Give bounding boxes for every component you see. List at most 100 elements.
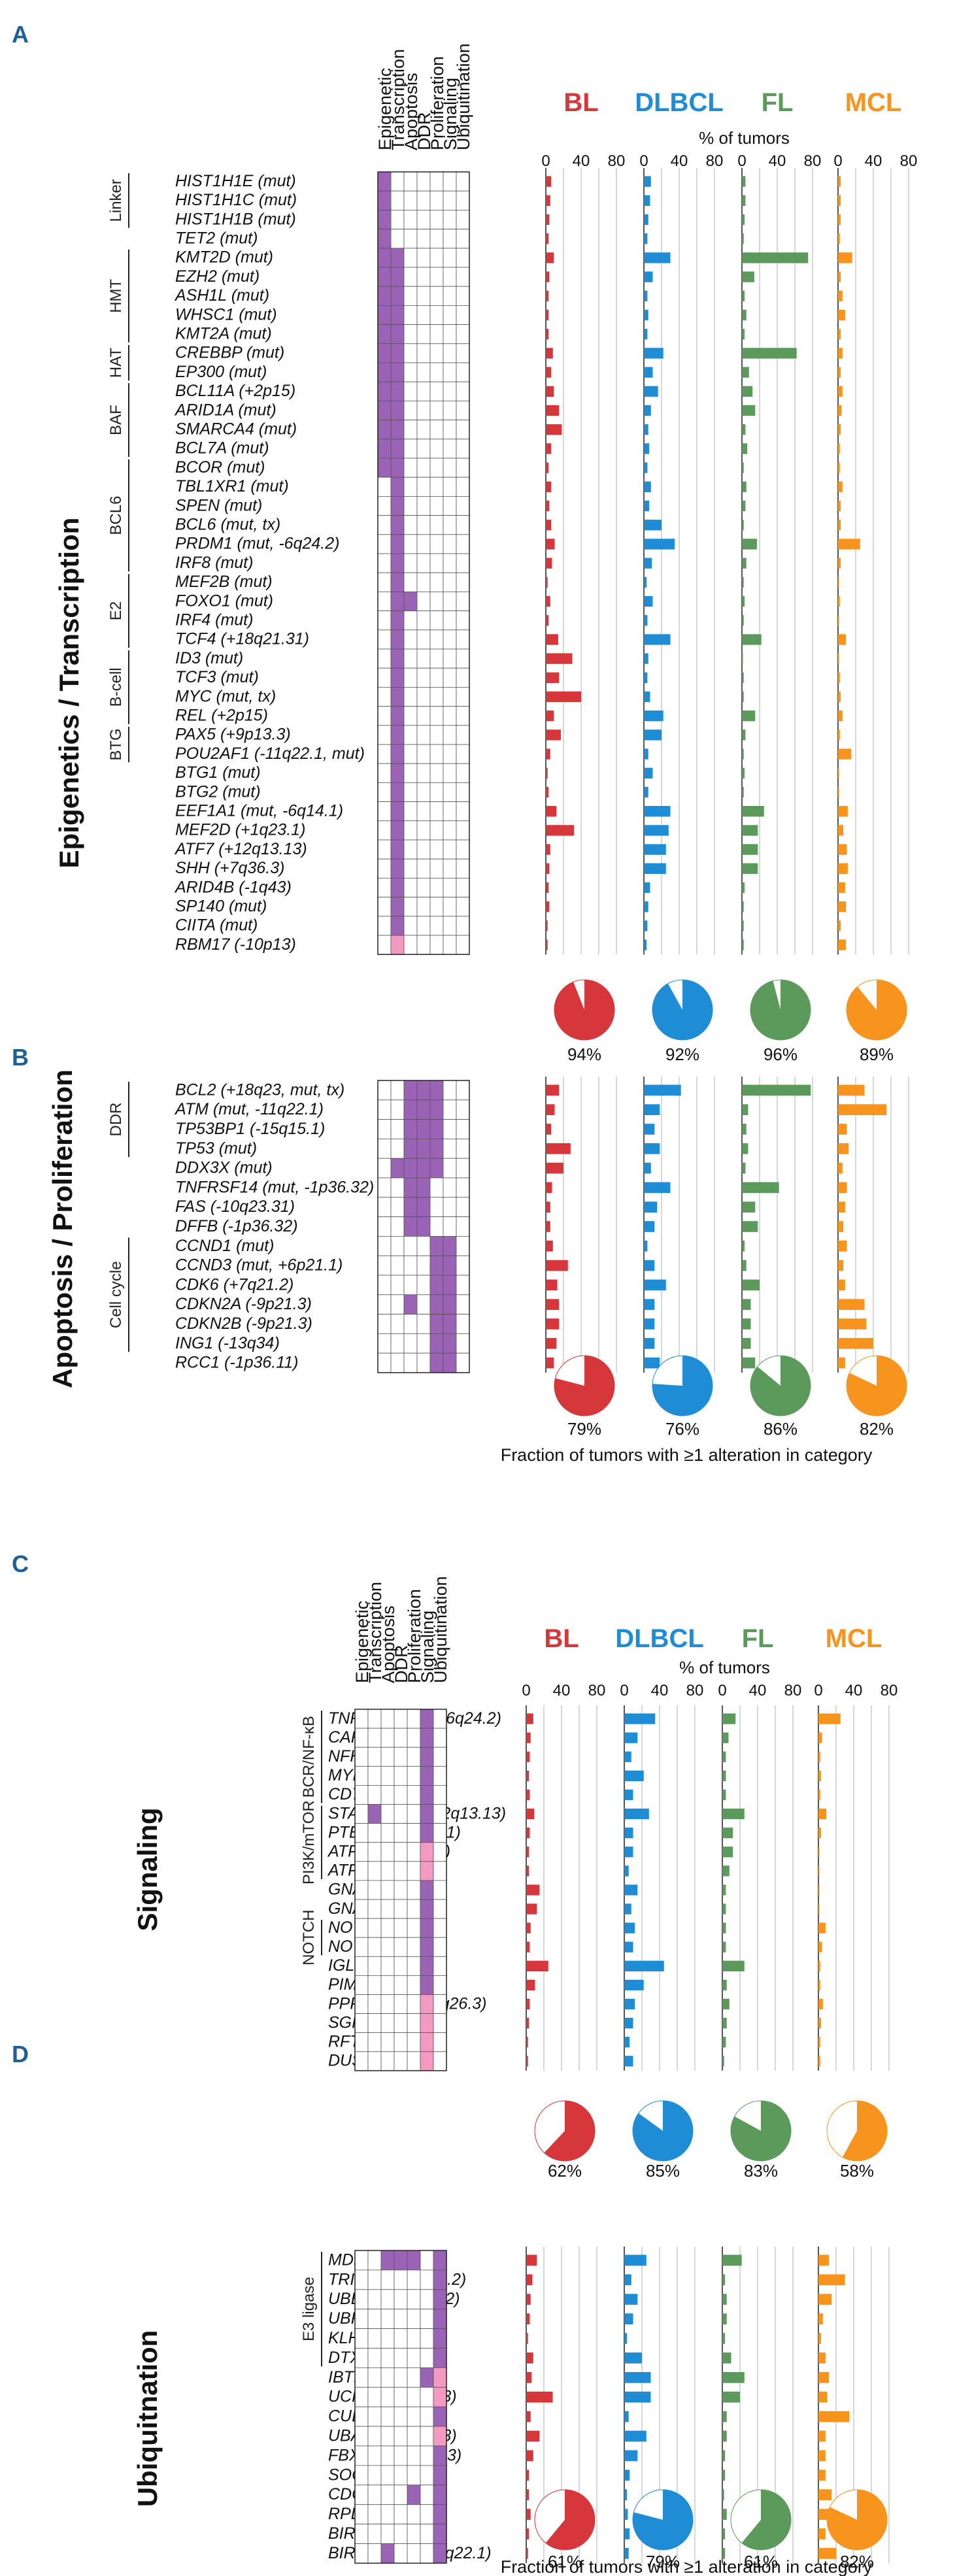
matrix-cell — [443, 401, 457, 421]
matrix-cell — [433, 2032, 447, 2052]
matrix-cell — [456, 839, 470, 860]
matrix-cell — [429, 648, 444, 669]
matrix-cell — [367, 2386, 382, 2407]
bar-BL — [546, 577, 548, 588]
matrix-cell — [367, 2348, 382, 2368]
matrix-cell — [416, 611, 431, 631]
matrix-cell — [403, 267, 418, 287]
matrix-cell — [443, 763, 457, 783]
matrix-cell — [443, 286, 457, 306]
matrix-cell — [403, 1139, 418, 1159]
matrix-cell — [429, 1294, 444, 1315]
matrix-cell — [390, 1099, 405, 1120]
matrix-cell — [443, 820, 457, 841]
group-label: BTG — [107, 728, 125, 760]
bar-DLBCL — [644, 309, 648, 321]
panel-letter-C: C — [12, 1550, 29, 1577]
subtype-title-DLBCL: DLBCL — [615, 1624, 704, 1653]
pie-FL — [730, 2100, 792, 2162]
matrix-cell — [407, 2504, 421, 2524]
matrix-cell — [429, 1099, 444, 1120]
matrix-cell — [443, 1294, 457, 1315]
bar-FL — [742, 520, 744, 531]
matrix-cell — [429, 935, 444, 955]
matrix-cell — [354, 2289, 369, 2310]
panel-letter-A: A — [12, 21, 29, 48]
bar-DLBCL — [624, 1751, 631, 1762]
matrix-cell — [390, 1119, 405, 1139]
category-header: Ubiquitination — [431, 1576, 450, 1683]
bar-MCL — [838, 672, 840, 683]
matrix-cell — [420, 2309, 434, 2329]
matrix-cell — [429, 782, 444, 803]
matrix-cell — [377, 420, 392, 440]
category-header: Epigenetic — [375, 68, 395, 150]
bar-FL — [742, 424, 746, 435]
matrix-cell — [420, 1937, 434, 1957]
matrix-cell — [394, 1823, 408, 1843]
matrix-cell — [390, 1333, 405, 1354]
bar-FL — [722, 2371, 745, 2383]
category-matrix — [354, 1709, 447, 2071]
matrix-cell — [443, 801, 457, 822]
matrix-cell — [429, 1158, 444, 1179]
group-label: E2 — [107, 601, 125, 620]
matrix-cell — [377, 515, 392, 535]
matrix-cell — [416, 1216, 431, 1237]
gene-label: TP53BP1 (-15q15.1) — [175, 1120, 325, 1138]
gene-label: ING1 (-13q34) — [175, 1334, 280, 1352]
matrix-cell — [403, 1255, 418, 1276]
bar-MCL — [838, 481, 843, 492]
bar-DLBCL — [624, 2037, 630, 2048]
matrix-cell — [433, 2348, 447, 2368]
matrix-cell — [390, 209, 405, 229]
matrix-cell — [380, 1784, 395, 1805]
bar-MCL — [838, 1318, 867, 1330]
panel-letter-B: B — [12, 1044, 29, 1071]
bar-FL — [742, 500, 746, 512]
bar-DLBCL — [644, 1260, 655, 1271]
matrix-cell — [403, 1333, 418, 1354]
bar-FL — [742, 1260, 747, 1271]
matrix-cell — [416, 1236, 431, 1256]
matrix-cell — [416, 1197, 431, 1218]
subtype-title-MCL: MCL — [826, 1624, 882, 1653]
bar-MCL — [838, 309, 845, 321]
matrix-cell — [390, 171, 405, 192]
matrix-cell — [390, 324, 405, 344]
matrix-cell — [433, 2289, 447, 2310]
matrix-cell — [380, 2013, 395, 2033]
matrix-cell — [456, 592, 470, 612]
bar-BL — [546, 539, 555, 550]
bar-FL — [742, 748, 744, 760]
tick-label: 80 — [900, 152, 918, 170]
pie-label: 58% — [840, 2161, 874, 2181]
tick-label: 80 — [706, 152, 724, 170]
matrix-cell — [394, 1975, 408, 1995]
matrix-cell — [394, 1861, 408, 1881]
matrix-cell — [403, 190, 418, 210]
bar-MCL — [838, 386, 843, 397]
category-header: Transcription — [388, 49, 408, 150]
matrix-cell — [390, 629, 405, 650]
bar-MCL — [818, 2391, 828, 2403]
pie-label: 61% — [548, 2552, 582, 2571]
gene-label: RBM17 (-10p13) — [175, 935, 296, 954]
matrix-cell — [456, 629, 470, 650]
matrix-cell — [433, 1975, 447, 1995]
bar-FL — [722, 2469, 726, 2481]
bar-BL — [526, 1808, 535, 1820]
matrix-cell — [380, 2367, 395, 2388]
matrix-cell — [403, 572, 418, 592]
bar-BL — [546, 195, 550, 206]
matrix-cell — [429, 1314, 444, 1334]
bar-BL — [526, 1884, 540, 1896]
matrix-cell — [433, 1899, 447, 1919]
matrix-cell — [377, 648, 392, 669]
matrix-cell — [416, 706, 431, 726]
bar-DLBCL — [624, 1847, 633, 1858]
bar-FL — [722, 1789, 726, 1801]
matrix-cell — [407, 1956, 421, 1976]
bar-MCL — [818, 1828, 822, 1839]
matrix-cell — [403, 1216, 418, 1237]
